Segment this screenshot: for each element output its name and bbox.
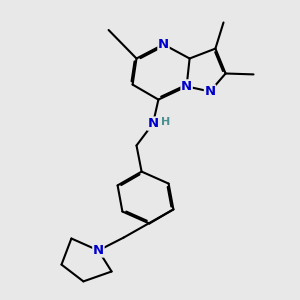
Text: N: N bbox=[204, 85, 216, 98]
Text: N: N bbox=[158, 38, 169, 51]
Text: N: N bbox=[93, 244, 104, 257]
Text: N: N bbox=[147, 117, 159, 130]
Text: H: H bbox=[161, 117, 170, 127]
Text: N: N bbox=[181, 80, 192, 93]
